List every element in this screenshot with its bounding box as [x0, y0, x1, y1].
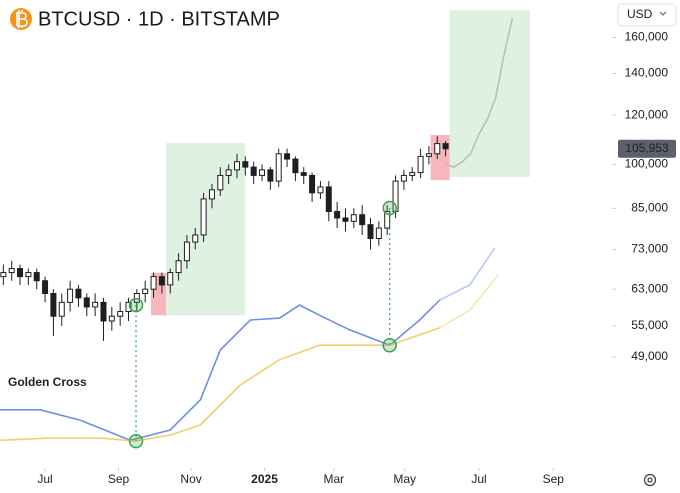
candle-body	[359, 214, 366, 226]
x-tick-label: Jul	[471, 472, 486, 486]
candle-body	[150, 276, 157, 290]
candle-body	[17, 268, 24, 278]
candle-body	[142, 288, 149, 294]
candle-body	[125, 301, 132, 313]
candle-body	[117, 311, 124, 317]
candle-body	[75, 288, 82, 299]
y-tick-label: 85,000	[631, 200, 668, 214]
candle-body	[417, 155, 424, 174]
candle-body	[442, 143, 449, 150]
y-tick-label: 55,000	[631, 318, 668, 332]
btc-icon	[10, 8, 32, 30]
y-tick-label: 49,000	[631, 349, 668, 363]
cross-marker	[128, 433, 144, 449]
cross-marker	[382, 200, 397, 216]
line	[0, 299, 441, 442]
candle-body	[67, 288, 74, 303]
candle-body	[83, 297, 90, 308]
candle-body	[267, 169, 274, 182]
candle-body	[108, 315, 115, 322]
x-tick-label: Sep	[543, 472, 565, 486]
candle-body	[200, 198, 207, 236]
x-tick-label: Sep	[108, 472, 130, 486]
cross-marker	[382, 337, 397, 353]
line	[439, 247, 496, 301]
x-tick-label: Nov	[180, 472, 201, 486]
candle-body	[100, 301, 107, 322]
candle-body	[425, 153, 432, 157]
candle-body	[284, 153, 291, 160]
candle-body	[25, 272, 32, 278]
y-tick-label: 160,000	[625, 30, 669, 44]
candle-body	[183, 241, 190, 262]
candle-body	[300, 172, 307, 176]
candle-body	[317, 186, 324, 194]
candle-body	[208, 189, 215, 200]
annotation: Golden Cross	[8, 375, 87, 389]
x-tick-label: Jul	[37, 472, 52, 486]
candle-body	[409, 172, 416, 176]
candle-body	[292, 158, 299, 174]
candle-body	[217, 174, 224, 191]
candle-body	[233, 161, 240, 171]
candle-body	[275, 153, 282, 182]
dropdown-caret[interactable]	[659, 11, 667, 16]
candle-body	[167, 272, 174, 286]
currency-label[interactable]: USD	[627, 7, 653, 21]
y-tick-label: 140,000	[625, 66, 669, 80]
candle-body	[375, 227, 382, 240]
settings-icon[interactable]	[643, 473, 657, 487]
candle-body	[33, 272, 40, 282]
candle-body	[158, 276, 165, 286]
candle-body	[8, 268, 15, 274]
candle-body	[309, 174, 316, 194]
line	[439, 274, 499, 329]
candle-body	[0, 272, 7, 278]
y-tick-label: 120,000	[625, 107, 669, 121]
x-tick-label: Mar	[323, 472, 344, 486]
line	[445, 17, 514, 168]
candle-body	[58, 301, 65, 317]
zone	[430, 134, 450, 180]
candle-body	[242, 161, 249, 168]
candle-body	[92, 301, 99, 308]
x-tick-label: May	[393, 472, 416, 486]
candle-body	[434, 143, 441, 155]
zone	[449, 10, 530, 178]
candle-body	[325, 186, 332, 212]
line	[0, 327, 441, 442]
candle-body	[259, 169, 266, 176]
candle-body	[367, 224, 374, 240]
last-price-badge	[618, 139, 676, 158]
currency-button[interactable]	[617, 3, 677, 27]
y-tick-label: 100,000	[625, 157, 669, 171]
candle-body	[250, 166, 257, 176]
y-tick-label: 73,000	[631, 242, 668, 256]
cross-marker	[128, 297, 144, 313]
candle-body	[400, 174, 407, 182]
x-tick-label: 2025	[251, 472, 278, 486]
candle-body	[334, 210, 341, 219]
chart-title: BTCUSD · 1D · BITSTAMP	[38, 8, 280, 30]
candle-body	[175, 260, 182, 274]
last-price-label: 105,953	[625, 141, 669, 155]
candle-body	[225, 169, 232, 176]
candle-body	[42, 280, 49, 294]
y-tick-label: 63,000	[631, 281, 668, 295]
candle-body	[350, 214, 357, 222]
candle-body	[50, 292, 57, 317]
candle-body	[192, 234, 199, 243]
candle-body	[342, 217, 349, 222]
